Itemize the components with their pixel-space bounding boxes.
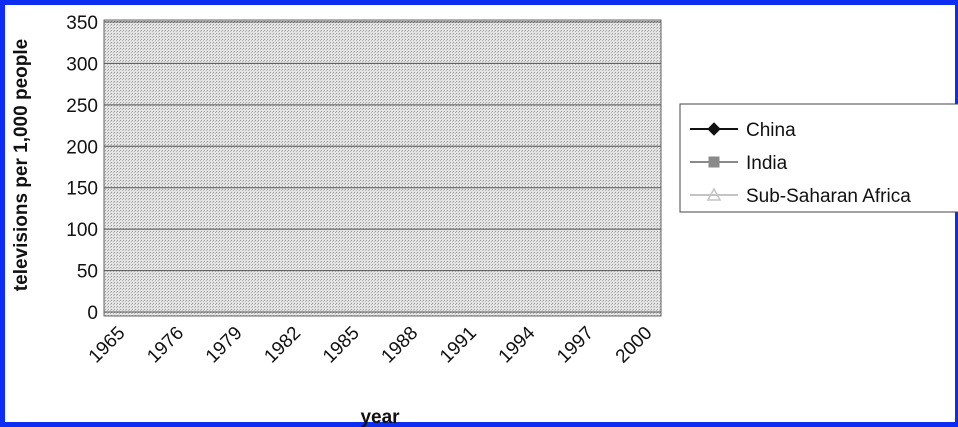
y-tick-label: 0	[87, 303, 98, 324]
legend: China India Sub-Saharan Africa	[679, 103, 958, 213]
x-tick-label: 1979	[202, 323, 247, 368]
y-axis: 0 50 100 150 200 250 300 350	[66, 13, 98, 324]
x-tick-label: 1997	[553, 323, 598, 368]
y-tick-label: 100	[66, 220, 98, 241]
x-tick-label: 1982	[260, 323, 305, 368]
x-tick-label: 1994	[495, 322, 540, 367]
legend-label: China	[746, 120, 796, 141]
y-axis-title: televisions per 1,000 people	[11, 39, 32, 291]
x-tick-label: 2000	[612, 323, 657, 368]
legend-marker	[707, 122, 721, 136]
y-tick-label: 250	[66, 96, 98, 117]
y-tick-label: 150	[66, 179, 98, 200]
y-tick-label: 300	[66, 54, 98, 75]
legend-marker	[706, 187, 722, 201]
legend-marker	[708, 156, 720, 168]
legend-label: India	[746, 153, 788, 174]
plot-area	[103, 19, 662, 317]
y-tick-label: 350	[66, 13, 98, 34]
x-tick-label: 1985	[319, 323, 364, 368]
x-tick-label: 1991	[436, 323, 481, 368]
y-tick-label: 50	[77, 262, 98, 283]
x-tick-label: 1976	[143, 323, 188, 368]
y-tick-label: 200	[66, 137, 98, 158]
gridlines	[104, 21, 661, 313]
x-tick-label: 1988	[378, 323, 423, 368]
legend-label: Sub-Saharan Africa	[746, 186, 911, 207]
x-axis: 1965 1976 1979 1982 1985 1988 1991 1994 1997 2000	[85, 322, 657, 367]
x-tick-label: 1965	[85, 323, 130, 368]
x-axis-title: year	[360, 407, 400, 427]
